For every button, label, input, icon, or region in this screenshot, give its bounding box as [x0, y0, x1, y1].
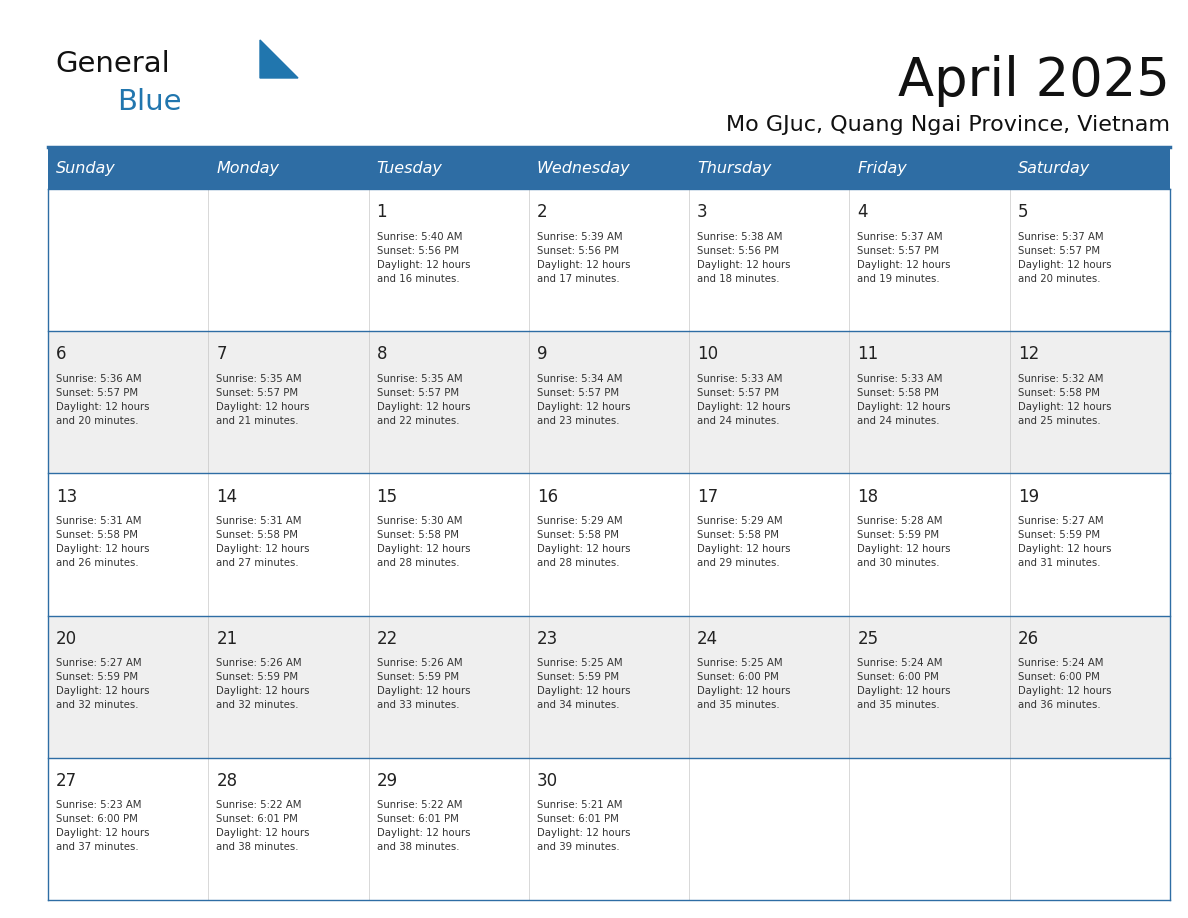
Text: Sunrise: 5:25 AM
Sunset: 6:00 PM
Daylight: 12 hours
and 35 minutes.: Sunrise: 5:25 AM Sunset: 6:00 PM Dayligh… — [697, 658, 791, 711]
Text: Sunrise: 5:33 AM
Sunset: 5:58 PM
Daylight: 12 hours
and 24 minutes.: Sunrise: 5:33 AM Sunset: 5:58 PM Dayligh… — [858, 374, 950, 426]
Bar — [48, 189, 1170, 331]
Text: 27: 27 — [56, 772, 77, 790]
Text: 5: 5 — [1018, 203, 1029, 221]
Text: Sunrise: 5:27 AM
Sunset: 5:59 PM
Daylight: 12 hours
and 31 minutes.: Sunrise: 5:27 AM Sunset: 5:59 PM Dayligh… — [1018, 516, 1111, 568]
Text: Tuesday: Tuesday — [377, 161, 442, 175]
Text: Mo GJuc, Quang Ngai Province, Vietnam: Mo GJuc, Quang Ngai Province, Vietnam — [726, 115, 1170, 135]
Text: Sunrise: 5:22 AM
Sunset: 6:01 PM
Daylight: 12 hours
and 38 minutes.: Sunrise: 5:22 AM Sunset: 6:01 PM Dayligh… — [377, 800, 470, 853]
Text: 26: 26 — [1018, 630, 1038, 648]
Text: 2: 2 — [537, 203, 548, 221]
Text: 1: 1 — [377, 203, 387, 221]
Text: 16: 16 — [537, 487, 558, 506]
Text: Blue: Blue — [116, 88, 182, 116]
Text: 3: 3 — [697, 203, 708, 221]
Text: Wednesday: Wednesday — [537, 161, 631, 175]
Text: Sunrise: 5:29 AM
Sunset: 5:58 PM
Daylight: 12 hours
and 29 minutes.: Sunrise: 5:29 AM Sunset: 5:58 PM Dayligh… — [697, 516, 791, 568]
Text: Sunrise: 5:39 AM
Sunset: 5:56 PM
Daylight: 12 hours
and 17 minutes.: Sunrise: 5:39 AM Sunset: 5:56 PM Dayligh… — [537, 231, 631, 284]
Text: Sunday: Sunday — [56, 161, 115, 175]
Bar — [48, 616, 1170, 757]
Text: Monday: Monday — [216, 161, 279, 175]
Text: Sunrise: 5:26 AM
Sunset: 5:59 PM
Daylight: 12 hours
and 33 minutes.: Sunrise: 5:26 AM Sunset: 5:59 PM Dayligh… — [377, 658, 470, 711]
Text: 30: 30 — [537, 772, 558, 790]
Text: 6: 6 — [56, 345, 67, 364]
Text: 15: 15 — [377, 487, 398, 506]
Text: Sunrise: 5:25 AM
Sunset: 5:59 PM
Daylight: 12 hours
and 34 minutes.: Sunrise: 5:25 AM Sunset: 5:59 PM Dayligh… — [537, 658, 631, 711]
Text: Sunrise: 5:23 AM
Sunset: 6:00 PM
Daylight: 12 hours
and 37 minutes.: Sunrise: 5:23 AM Sunset: 6:00 PM Dayligh… — [56, 800, 150, 853]
Text: 4: 4 — [858, 203, 868, 221]
Text: 19: 19 — [1018, 487, 1038, 506]
Text: 11: 11 — [858, 345, 879, 364]
Text: Sunrise: 5:27 AM
Sunset: 5:59 PM
Daylight: 12 hours
and 32 minutes.: Sunrise: 5:27 AM Sunset: 5:59 PM Dayligh… — [56, 658, 150, 711]
Text: Sunrise: 5:35 AM
Sunset: 5:57 PM
Daylight: 12 hours
and 22 minutes.: Sunrise: 5:35 AM Sunset: 5:57 PM Dayligh… — [377, 374, 470, 426]
Bar — [48, 757, 1170, 900]
Text: 17: 17 — [697, 487, 719, 506]
Text: 24: 24 — [697, 630, 719, 648]
Text: 10: 10 — [697, 345, 719, 364]
Text: Sunrise: 5:40 AM
Sunset: 5:56 PM
Daylight: 12 hours
and 16 minutes.: Sunrise: 5:40 AM Sunset: 5:56 PM Dayligh… — [377, 231, 470, 284]
Text: 14: 14 — [216, 487, 238, 506]
Text: Sunrise: 5:24 AM
Sunset: 6:00 PM
Daylight: 12 hours
and 36 minutes.: Sunrise: 5:24 AM Sunset: 6:00 PM Dayligh… — [1018, 658, 1111, 711]
Text: Sunrise: 5:36 AM
Sunset: 5:57 PM
Daylight: 12 hours
and 20 minutes.: Sunrise: 5:36 AM Sunset: 5:57 PM Dayligh… — [56, 374, 150, 426]
Text: Thursday: Thursday — [697, 161, 771, 175]
Bar — [48, 147, 1170, 189]
Text: Sunrise: 5:32 AM
Sunset: 5:58 PM
Daylight: 12 hours
and 25 minutes.: Sunrise: 5:32 AM Sunset: 5:58 PM Dayligh… — [1018, 374, 1111, 426]
Text: Sunrise: 5:31 AM
Sunset: 5:58 PM
Daylight: 12 hours
and 26 minutes.: Sunrise: 5:31 AM Sunset: 5:58 PM Dayligh… — [56, 516, 150, 568]
Text: Sunrise: 5:33 AM
Sunset: 5:57 PM
Daylight: 12 hours
and 24 minutes.: Sunrise: 5:33 AM Sunset: 5:57 PM Dayligh… — [697, 374, 791, 426]
Text: Saturday: Saturday — [1018, 161, 1089, 175]
Text: 13: 13 — [56, 487, 77, 506]
Text: 8: 8 — [377, 345, 387, 364]
Text: Sunrise: 5:31 AM
Sunset: 5:58 PM
Daylight: 12 hours
and 27 minutes.: Sunrise: 5:31 AM Sunset: 5:58 PM Dayligh… — [216, 516, 310, 568]
Text: 12: 12 — [1018, 345, 1040, 364]
Text: 29: 29 — [377, 772, 398, 790]
Text: Sunrise: 5:22 AM
Sunset: 6:01 PM
Daylight: 12 hours
and 38 minutes.: Sunrise: 5:22 AM Sunset: 6:01 PM Dayligh… — [216, 800, 310, 853]
Text: Sunrise: 5:24 AM
Sunset: 6:00 PM
Daylight: 12 hours
and 35 minutes.: Sunrise: 5:24 AM Sunset: 6:00 PM Dayligh… — [858, 658, 950, 711]
Text: Sunrise: 5:21 AM
Sunset: 6:01 PM
Daylight: 12 hours
and 39 minutes.: Sunrise: 5:21 AM Sunset: 6:01 PM Dayligh… — [537, 800, 631, 853]
Text: Sunrise: 5:38 AM
Sunset: 5:56 PM
Daylight: 12 hours
and 18 minutes.: Sunrise: 5:38 AM Sunset: 5:56 PM Dayligh… — [697, 231, 791, 284]
Text: 9: 9 — [537, 345, 548, 364]
Polygon shape — [260, 40, 298, 78]
Text: 22: 22 — [377, 630, 398, 648]
Text: 28: 28 — [216, 772, 238, 790]
Text: 21: 21 — [216, 630, 238, 648]
Text: Sunrise: 5:37 AM
Sunset: 5:57 PM
Daylight: 12 hours
and 20 minutes.: Sunrise: 5:37 AM Sunset: 5:57 PM Dayligh… — [1018, 231, 1111, 284]
Text: April 2025: April 2025 — [898, 55, 1170, 107]
Text: Sunrise: 5:35 AM
Sunset: 5:57 PM
Daylight: 12 hours
and 21 minutes.: Sunrise: 5:35 AM Sunset: 5:57 PM Dayligh… — [216, 374, 310, 426]
Text: 20: 20 — [56, 630, 77, 648]
Text: General: General — [55, 50, 170, 78]
Bar — [48, 331, 1170, 474]
Text: Sunrise: 5:34 AM
Sunset: 5:57 PM
Daylight: 12 hours
and 23 minutes.: Sunrise: 5:34 AM Sunset: 5:57 PM Dayligh… — [537, 374, 631, 426]
Text: 23: 23 — [537, 630, 558, 648]
Text: Sunrise: 5:30 AM
Sunset: 5:58 PM
Daylight: 12 hours
and 28 minutes.: Sunrise: 5:30 AM Sunset: 5:58 PM Dayligh… — [377, 516, 470, 568]
Text: Friday: Friday — [858, 161, 908, 175]
Text: 18: 18 — [858, 487, 879, 506]
Text: Sunrise: 5:29 AM
Sunset: 5:58 PM
Daylight: 12 hours
and 28 minutes.: Sunrise: 5:29 AM Sunset: 5:58 PM Dayligh… — [537, 516, 631, 568]
Text: 25: 25 — [858, 630, 879, 648]
Text: Sunrise: 5:28 AM
Sunset: 5:59 PM
Daylight: 12 hours
and 30 minutes.: Sunrise: 5:28 AM Sunset: 5:59 PM Dayligh… — [858, 516, 950, 568]
Text: Sunrise: 5:26 AM
Sunset: 5:59 PM
Daylight: 12 hours
and 32 minutes.: Sunrise: 5:26 AM Sunset: 5:59 PM Dayligh… — [216, 658, 310, 711]
Text: Sunrise: 5:37 AM
Sunset: 5:57 PM
Daylight: 12 hours
and 19 minutes.: Sunrise: 5:37 AM Sunset: 5:57 PM Dayligh… — [858, 231, 950, 284]
Text: 7: 7 — [216, 345, 227, 364]
Bar — [48, 474, 1170, 616]
